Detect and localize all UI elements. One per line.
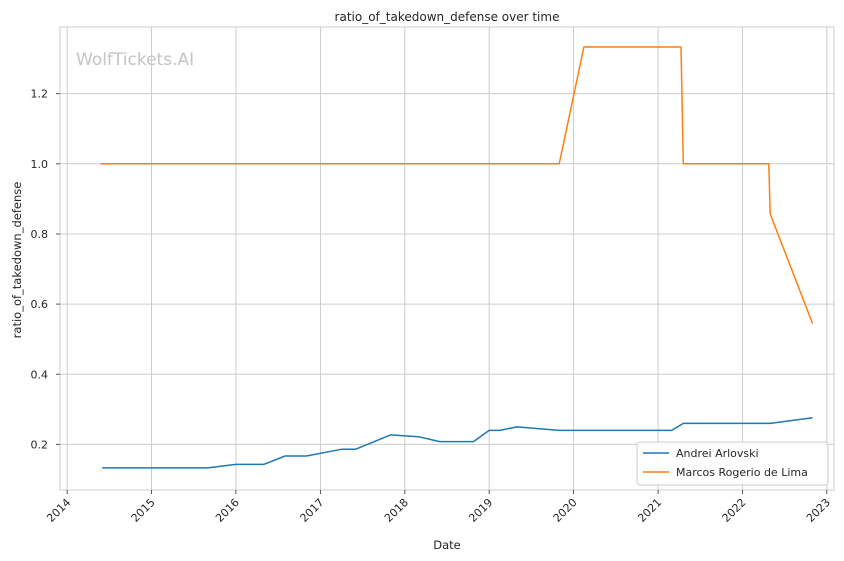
legend: Andrei Arlovski Marcos Rogerio de Lima <box>636 441 829 486</box>
y-axis-ticks: 0.2 0.4 0.6 0.8 1.0 1.2 <box>31 88 60 451</box>
series-layer <box>100 46 814 469</box>
y-axis-label: ratio_of_takedown_defense <box>10 182 24 339</box>
y-tick-label: 0.6 <box>31 298 49 311</box>
legend-label-1: Andrei Arlovski <box>676 447 759 460</box>
y-tick-label: 0.2 <box>31 438 49 451</box>
plot-frame <box>59 26 835 491</box>
y-tick-label: 0.4 <box>31 368 49 381</box>
y-tick-label: 1.0 <box>31 158 49 171</box>
chart-title: ratio_of_takedown_defense over time <box>335 10 560 24</box>
x-axis-label: Date <box>433 538 461 552</box>
legend-label-2: Marcos Rogerio de Lima <box>676 466 808 479</box>
series-line-2 <box>100 46 814 324</box>
watermark: WolfTickets.AI <box>76 50 194 70</box>
y-tick-label: 0.8 <box>31 228 49 241</box>
y-tick-label: 1.2 <box>31 88 49 101</box>
legend-box <box>636 441 829 486</box>
series-line-1 <box>102 416 813 469</box>
